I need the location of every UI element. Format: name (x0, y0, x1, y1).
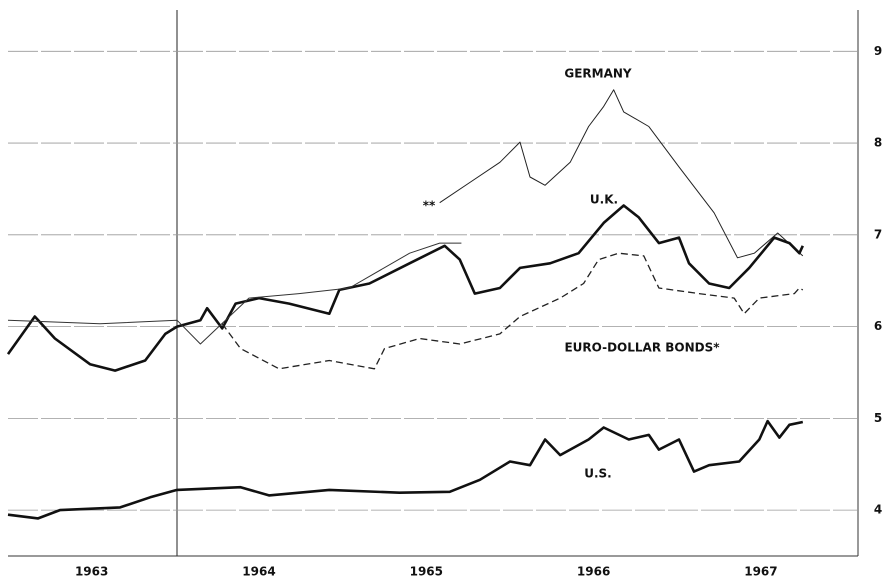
y-tick-label: 4 (874, 503, 882, 517)
y-tick-label: 7 (874, 227, 882, 241)
series-label: EURO-DOLLAR BONDS* (564, 341, 720, 355)
series-line (7, 419, 804, 520)
series-label: U.S. (584, 467, 612, 481)
series-line (7, 242, 462, 345)
y-tick-label: 5 (874, 411, 882, 425)
x-tick-label: 1963 (75, 565, 108, 579)
y-tick-label: 9 (874, 44, 882, 58)
x-tick-label: 1964 (242, 565, 275, 579)
series-line (439, 89, 804, 259)
series-label: U.K. (590, 193, 618, 207)
x-tick-label: 1966 (577, 565, 610, 579)
series-line (6, 204, 804, 372)
series-line (221, 252, 804, 370)
y-tick-label: 6 (874, 319, 882, 333)
annotation: ** (423, 199, 436, 213)
x-tick-label: 1965 (410, 565, 443, 579)
series-label: GERMANY (564, 67, 632, 81)
y-tick-label: 8 (874, 136, 882, 150)
x-tick-label: 1967 (744, 565, 777, 579)
